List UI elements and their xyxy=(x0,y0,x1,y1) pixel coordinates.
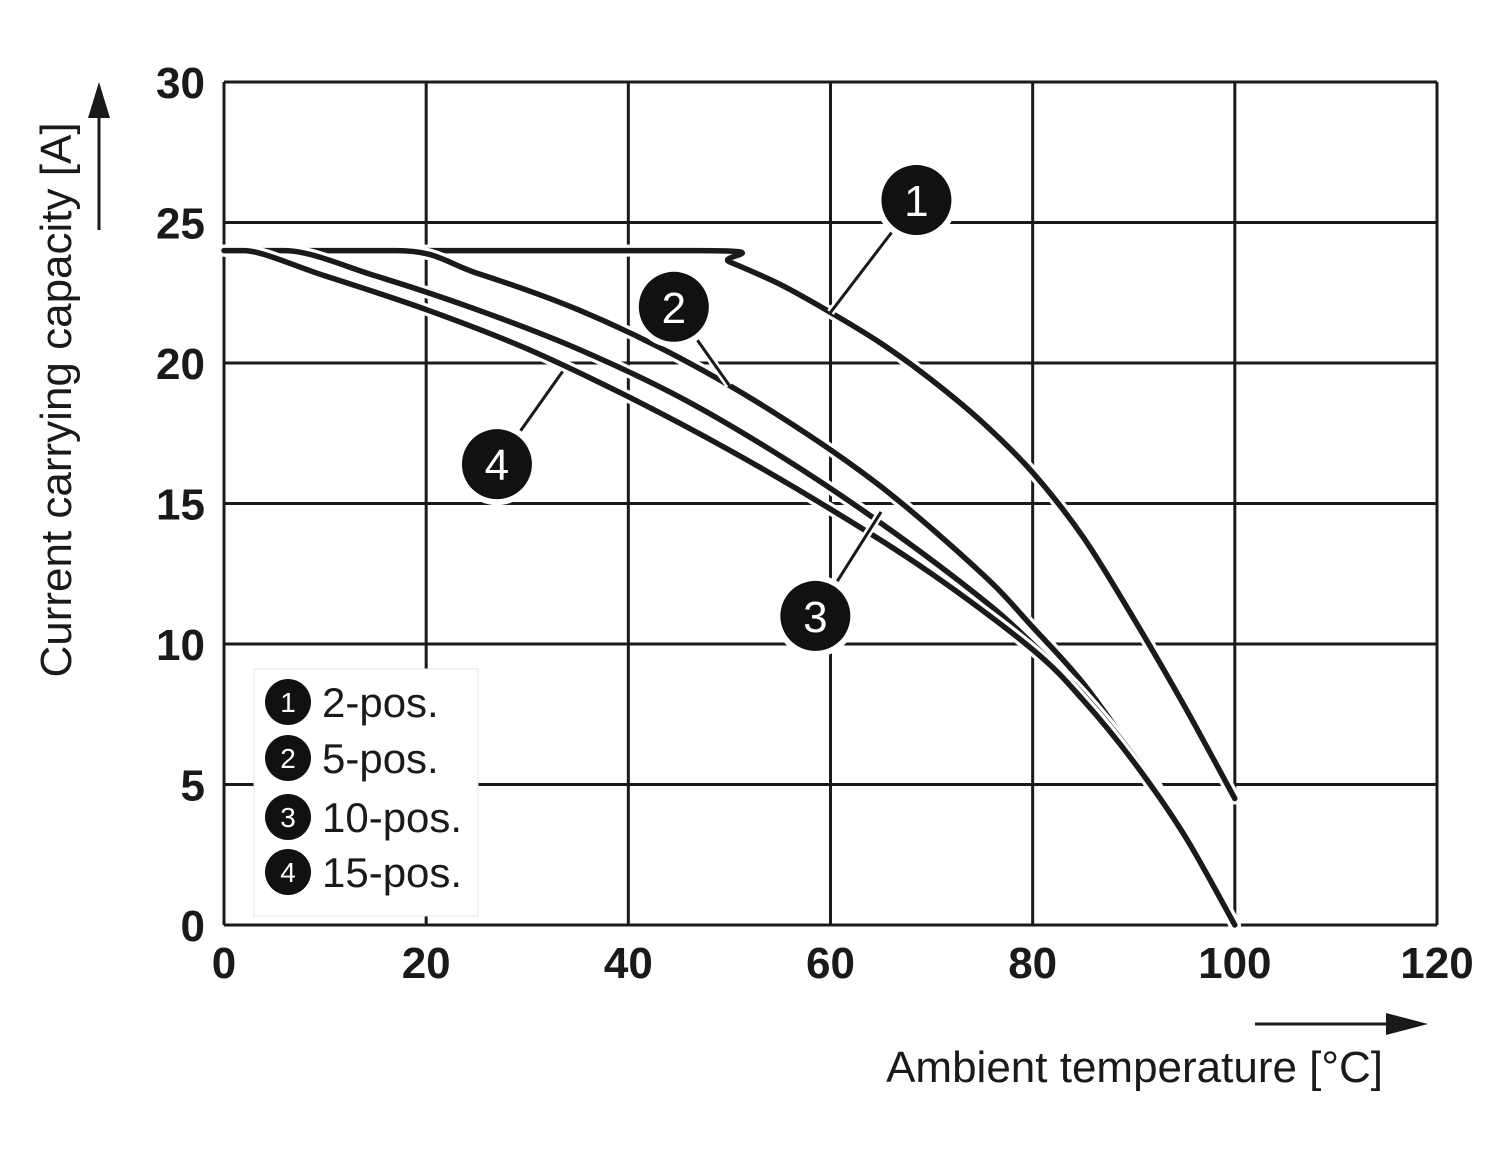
legend-label-4: 15-pos. xyxy=(322,849,462,896)
marker-label-3: 3 xyxy=(803,593,827,642)
marker-label-4: 4 xyxy=(485,441,509,490)
x-axis-title: Ambient temperature [°C] xyxy=(886,1043,1383,1092)
x-tick-label: 20 xyxy=(402,939,451,988)
legend-number-4: 4 xyxy=(280,857,296,888)
series-line-4 xyxy=(221,247,1238,928)
series-curves xyxy=(218,244,1241,931)
marker-circle-3 xyxy=(780,580,851,651)
series-markers: 1 2 3 4 xyxy=(455,159,958,657)
series-line-1 xyxy=(221,247,1238,802)
y-tick-label: 5 xyxy=(181,762,205,811)
x-tick-label: 80 xyxy=(1008,939,1057,988)
x-axis-arrow-head xyxy=(1386,1013,1428,1035)
x-tick-label: 0 xyxy=(212,939,236,988)
legend-number-3: 3 xyxy=(280,802,296,833)
x-tick-label: 40 xyxy=(604,939,653,988)
legend-number-1: 1 xyxy=(280,687,296,718)
legend-swatch-1 xyxy=(265,679,311,725)
x-tick-label: 120 xyxy=(1400,939,1473,988)
x-tick-label: 60 xyxy=(806,939,855,988)
legend-swatch-4 xyxy=(265,849,311,895)
legend-items: 1 2-pos. 2 5-pos. 3 10-pos. 4 15-pos. xyxy=(265,679,462,896)
marker-circle-2 xyxy=(638,271,709,342)
x-axis-title-group: Ambient temperature [°C] xyxy=(886,1013,1428,1092)
legend-swatch-3 xyxy=(265,794,311,840)
marker-circle-1 xyxy=(881,165,952,236)
marker-circle-4 xyxy=(461,429,532,500)
marker-label-2: 2 xyxy=(662,284,686,333)
x-tick-label: 100 xyxy=(1198,939,1271,988)
grid-lines xyxy=(222,80,1439,927)
y-axis-arrow-head xyxy=(88,82,110,118)
y-tick-label: 30 xyxy=(156,59,205,108)
y-tick-label: 15 xyxy=(156,481,205,530)
y-tick-label: 20 xyxy=(156,340,205,389)
legend-label-2: 5-pos. xyxy=(322,735,439,782)
y-tick-label: 10 xyxy=(156,621,205,670)
legend: 1 2-pos. 2 5-pos. 3 10-pos. 4 15-pos. xyxy=(253,668,479,917)
legend-label-1: 2-pos. xyxy=(322,679,439,726)
y-tick-label: 0 xyxy=(181,902,205,951)
legend-swatch-2 xyxy=(265,735,311,781)
y-axis-title: Current carrying capacity [A] xyxy=(32,122,81,677)
y-axis-title-group: Current carrying capacity [A] xyxy=(32,82,110,678)
legend-number-2: 2 xyxy=(280,743,296,774)
tick-labels: 0 20 40 60 80 100 120 0 5 10 15 20 25 30 xyxy=(156,59,1474,988)
legend-label-3: 10-pos. xyxy=(322,794,462,841)
y-tick-label: 25 xyxy=(156,200,205,249)
marker-label-1: 1 xyxy=(904,177,928,226)
